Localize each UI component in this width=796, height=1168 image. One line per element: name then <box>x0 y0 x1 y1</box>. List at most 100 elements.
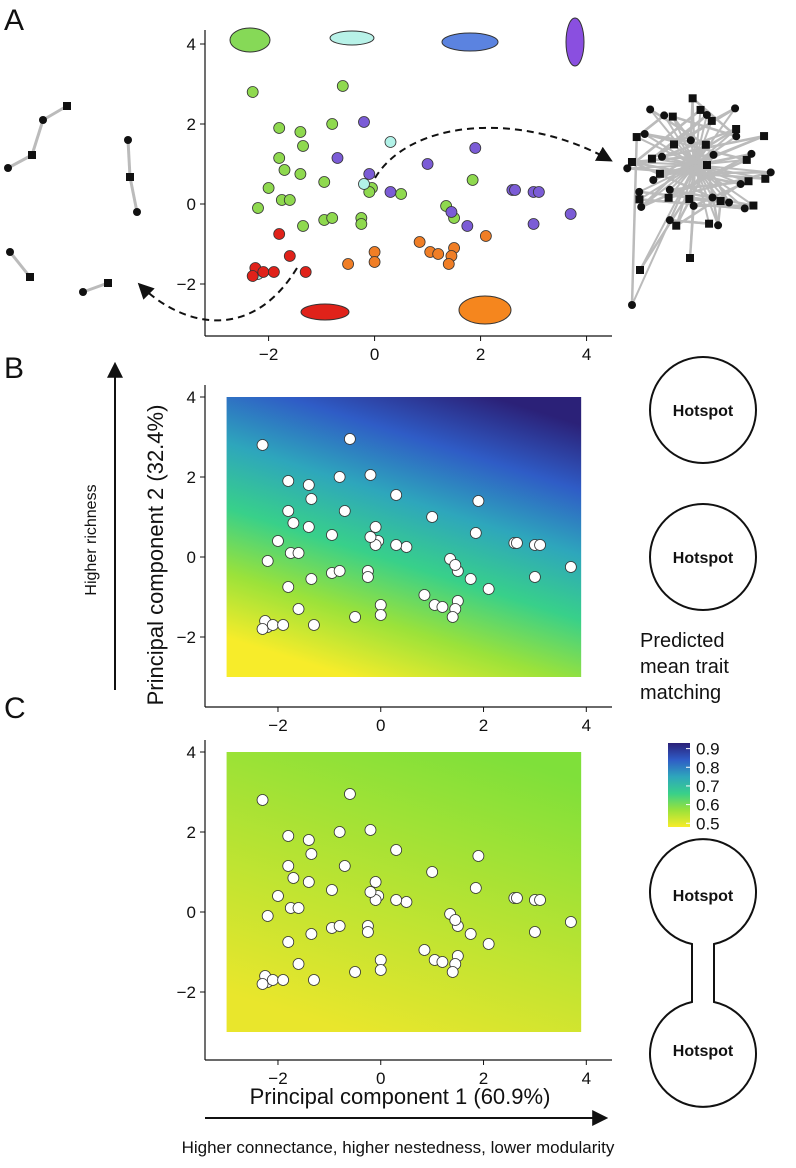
point <box>437 602 448 613</box>
node <box>743 156 751 164</box>
point <box>396 189 407 200</box>
node <box>628 301 636 309</box>
point <box>391 895 402 906</box>
point <box>365 532 376 543</box>
node <box>641 130 649 138</box>
node <box>666 216 674 224</box>
node <box>628 158 636 166</box>
point <box>334 827 345 838</box>
point <box>385 187 396 198</box>
colorbar-title: matching <box>640 682 721 704</box>
x-tick-label: −2 <box>259 345 278 364</box>
y-tick-label: −2 <box>177 275 196 294</box>
x-tick-label: 4 <box>582 1069 591 1088</box>
point <box>369 257 380 268</box>
point <box>437 957 448 968</box>
y-tick-label: 0 <box>187 548 196 567</box>
point <box>465 574 476 585</box>
point <box>247 87 258 98</box>
point <box>364 169 375 180</box>
node <box>637 203 645 211</box>
point <box>391 540 402 551</box>
point <box>274 123 285 134</box>
node <box>697 106 705 114</box>
node <box>731 104 739 112</box>
point <box>470 528 481 539</box>
node <box>749 202 757 210</box>
point <box>443 259 454 270</box>
node <box>635 188 643 196</box>
point <box>334 921 345 932</box>
point <box>306 849 317 860</box>
hotspot-label: Hotspot <box>673 403 734 420</box>
point <box>279 165 290 176</box>
point <box>332 153 343 164</box>
point <box>306 494 317 505</box>
node <box>737 180 745 188</box>
point <box>358 179 369 190</box>
dashed-arrow <box>375 128 610 178</box>
point <box>258 267 269 278</box>
hotspot-label: Hotspot <box>673 550 734 567</box>
colorbar-tick-label: 0.5 <box>696 814 720 833</box>
point <box>473 496 484 507</box>
point <box>257 624 268 635</box>
point <box>284 195 295 206</box>
node <box>690 202 698 210</box>
point <box>263 183 274 194</box>
node <box>685 195 693 203</box>
point <box>528 219 539 230</box>
point <box>370 522 381 533</box>
point <box>283 937 294 948</box>
point <box>447 612 458 623</box>
colorbar <box>668 743 690 827</box>
point <box>268 267 279 278</box>
node <box>666 186 674 194</box>
point <box>334 472 345 483</box>
point <box>252 203 263 214</box>
y-axis-title: Principal component 2 (32.4%) <box>143 405 168 706</box>
y-tick-label: 4 <box>187 743 196 762</box>
point <box>391 845 402 856</box>
point <box>358 117 369 128</box>
point <box>483 584 494 595</box>
point <box>565 209 576 220</box>
node <box>689 94 697 102</box>
point <box>283 582 294 593</box>
node <box>660 111 668 119</box>
node <box>656 170 664 178</box>
point <box>337 81 348 92</box>
point <box>369 247 380 258</box>
point <box>274 229 285 240</box>
point <box>267 975 278 986</box>
y-tick-label: −2 <box>177 628 196 647</box>
node <box>714 221 722 229</box>
point <box>308 620 319 631</box>
point <box>447 967 458 978</box>
node <box>669 113 677 121</box>
point <box>362 572 373 583</box>
point <box>293 604 304 615</box>
point <box>446 207 457 218</box>
point <box>343 259 354 270</box>
point <box>365 470 376 481</box>
point <box>306 574 317 585</box>
point <box>267 620 278 631</box>
x-tick-label: 0 <box>370 345 379 364</box>
point <box>283 476 294 487</box>
node <box>710 151 718 159</box>
point <box>422 159 433 170</box>
y-tick-label: 2 <box>187 115 196 134</box>
point <box>283 861 294 872</box>
small-networks <box>8 106 137 292</box>
point <box>303 480 314 491</box>
x-tick-label: 4 <box>582 345 591 364</box>
point <box>283 506 294 517</box>
hotspot-label: Hotspot <box>673 888 734 905</box>
point <box>565 562 576 573</box>
node <box>670 140 678 148</box>
point <box>284 251 295 262</box>
node <box>709 194 717 202</box>
point <box>535 540 546 551</box>
